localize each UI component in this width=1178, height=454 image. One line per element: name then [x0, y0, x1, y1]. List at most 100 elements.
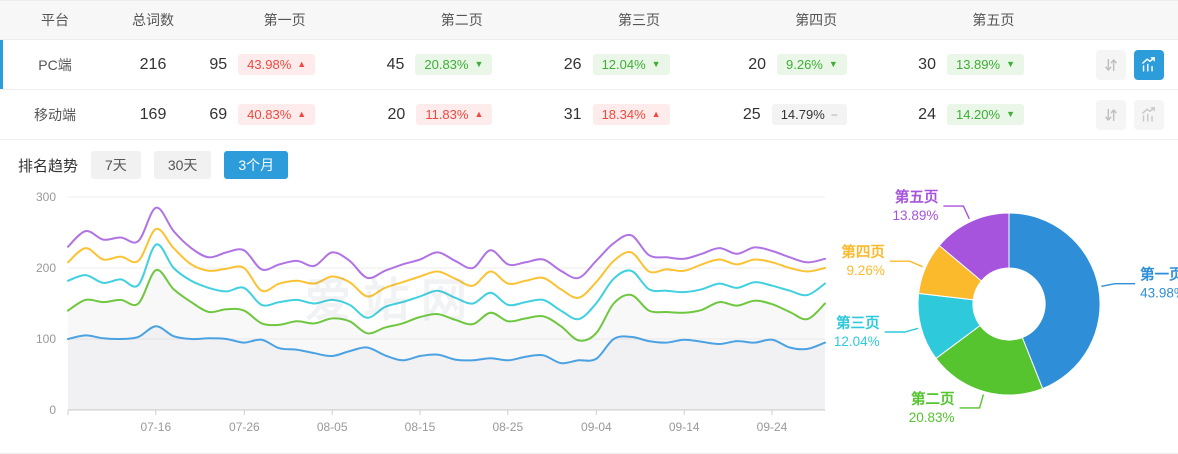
donut-label-leader [889, 260, 923, 268]
trend-down-icon: ▼ [474, 59, 484, 69]
donut-slice-5-第五页[interactable] [938, 212, 1010, 282]
trend-percent: 14.20% [955, 107, 1001, 122]
page-2-cell: 45 20.83% ▼ [373, 54, 550, 75]
table-row[interactable]: PC端 216 95 43.98% ▲ 45 20.83% ▼ 26 12.04% ▼ 20 9.26%… [0, 40, 1178, 90]
donut-label-name: 第一页 [1140, 266, 1178, 284]
donut-label-leader [943, 205, 970, 220]
x-axis-label: 07-16 [140, 420, 171, 434]
donut-chart-svg: 第一页 43.98% 第二页 20.83% 第三页 12.04% 第四页 9.26% 第五页 13… [834, 188, 1178, 425]
trend-badge: 14.20% ▼ [946, 104, 1024, 125]
trend-percent: 12.04% [601, 57, 646, 72]
page-3-cell: 26 12.04% ▼ [550, 54, 727, 75]
trend-badge: 43.98% ▲ [238, 54, 316, 75]
x-axis-label: 07-26 [229, 420, 260, 434]
trend-badge: 18.34% ▲ [592, 104, 670, 125]
donut-slice-2-第二页[interactable] [935, 324, 1044, 396]
trend-badge: 40.83% ▲ [238, 104, 316, 125]
row-actions [1082, 99, 1178, 130]
page-3-cell: 31 18.34% ▲ [550, 104, 727, 125]
donut-label-name: 第二页 [911, 390, 955, 408]
trend-badge: 20.83% ▼ [415, 54, 493, 75]
tab-range-1[interactable]: 7天 [91, 151, 141, 179]
page-count: 31 [563, 105, 582, 123]
selected-row-accent [0, 40, 3, 89]
page-count: 95 [209, 55, 228, 73]
column-header-page-5: 第五页 [972, 12, 1015, 28]
x-axis-label: 08-05 [317, 420, 348, 434]
donut-label-name: 第四页 [841, 243, 885, 261]
trend-up-icon: ▲ [474, 109, 484, 119]
tab-range-2[interactable]: 30天 [153, 151, 212, 179]
trend-tabs: 7天 30天 3个月 [91, 151, 289, 179]
line-series-5-第五页[interactable] [67, 206, 826, 280]
sort-button[interactable] [1095, 49, 1126, 80]
page-count: 69 [209, 105, 228, 123]
page-4-cell: 20 9.26% ▼ [728, 54, 905, 75]
donut-label-name: 第三页 [836, 314, 880, 332]
donut-label-percent: 9.26% [847, 263, 885, 278]
donut-label-leader [1101, 282, 1136, 287]
y-axis-label: 200 [36, 261, 56, 275]
trend-flat-icon: − [830, 107, 838, 122]
total-words-value: 216 [139, 55, 167, 73]
trend-percent: 14.79% [780, 107, 825, 122]
rank-trend-line-chart: 爱站网 0 100 200 300 07-16 07-26 08-05 08-15 08-25 0… [0, 186, 835, 448]
trend-badge: 13.89% ▼ [946, 54, 1024, 75]
donut-label-percent: 12.04% [835, 334, 880, 349]
trend-title: 排名趋势 [18, 157, 79, 175]
page-5-cell: 24 14.20% ▼ [905, 104, 1082, 125]
page-4-cell: 25 14.79% − [728, 104, 905, 125]
column-header-page-1: 第一页 [263, 12, 306, 28]
table-row[interactable]: 移动端 169 69 40.83% ▲ 20 11.83% ▲ 31 18.34% ▲ 25 14.79… [0, 90, 1178, 140]
tab-range-3[interactable]: 3个月 [224, 151, 289, 179]
x-axis-label: 08-15 [405, 420, 436, 434]
line-series-4-第四页[interactable] [67, 227, 826, 299]
column-header-platform: 平台 [41, 12, 69, 28]
trend-percent: 43.98% [247, 57, 292, 72]
total-words-value: 169 [139, 105, 167, 123]
trend-down-icon: ▼ [1006, 109, 1015, 119]
trend-section-header: 排名趋势 7天 30天 3个月 [0, 140, 1178, 186]
page-count: 20 [387, 105, 406, 123]
page-2-cell: 20 11.83% ▲ [373, 104, 550, 125]
line-series-1-第一页[interactable] [67, 325, 826, 365]
column-header-total-words: 总词数 [132, 12, 174, 28]
page-count: 25 [742, 105, 761, 123]
trend-percent: 13.89% [955, 57, 1001, 72]
chart-toggle-button[interactable] [1133, 99, 1164, 130]
trend-chart-icon [1142, 107, 1156, 122]
sort-button[interactable] [1095, 99, 1126, 130]
donut-label-percent: 43.98% [1140, 286, 1178, 301]
line-series-2-第二页[interactable] [67, 269, 826, 342]
donut-label-leader [884, 327, 919, 333]
line-chart-svg: 0 100 200 300 07-16 07-26 08-05 08-15 08-25 09-04… [36, 190, 826, 434]
column-header-page-3: 第三页 [617, 12, 660, 28]
donut-slice-1-第一页[interactable] [1008, 212, 1101, 390]
line-series-3-第三页[interactable] [67, 243, 826, 321]
area-fill-series-2 [68, 269, 825, 410]
platform-name: 移动端 [34, 106, 76, 123]
chart-toggle-button[interactable] [1133, 49, 1164, 80]
page-count: 20 [748, 55, 766, 73]
donut-label-percent: 20.83% [909, 410, 955, 425]
column-header-page-2: 第二页 [440, 12, 483, 28]
page-1-cell: 95 43.98% ▲ [196, 54, 373, 75]
donut-label-leader [959, 394, 985, 409]
trend-percent: 18.34% [601, 107, 646, 122]
sort-arrows-icon [1105, 108, 1117, 121]
keyword-table: 平台 总词数 第一页 第二页 第三页 第四页 第五页 PC端 216 95 43.98% ▲ 45 20.… [0, 0, 1178, 140]
x-axis-label: 09-04 [581, 420, 612, 434]
trend-chart-icon [1142, 57, 1156, 72]
charts-row: 爱站网 0 100 200 300 07-16 07-26 08-05 08-15 08-25 0… [0, 186, 1178, 448]
trend-down-icon: ▼ [828, 59, 838, 69]
page-count: 45 [386, 55, 405, 73]
trend-percent: 40.83% [247, 107, 292, 122]
column-header-page-4: 第四页 [795, 12, 838, 28]
trend-percent: 20.83% [424, 57, 469, 72]
trend-up-icon: ▲ [651, 109, 661, 119]
y-axis-label: 0 [49, 403, 56, 417]
trend-up-icon: ▲ [297, 109, 307, 119]
y-axis-label: 300 [36, 190, 56, 204]
platform-name: PC端 [38, 56, 72, 73]
